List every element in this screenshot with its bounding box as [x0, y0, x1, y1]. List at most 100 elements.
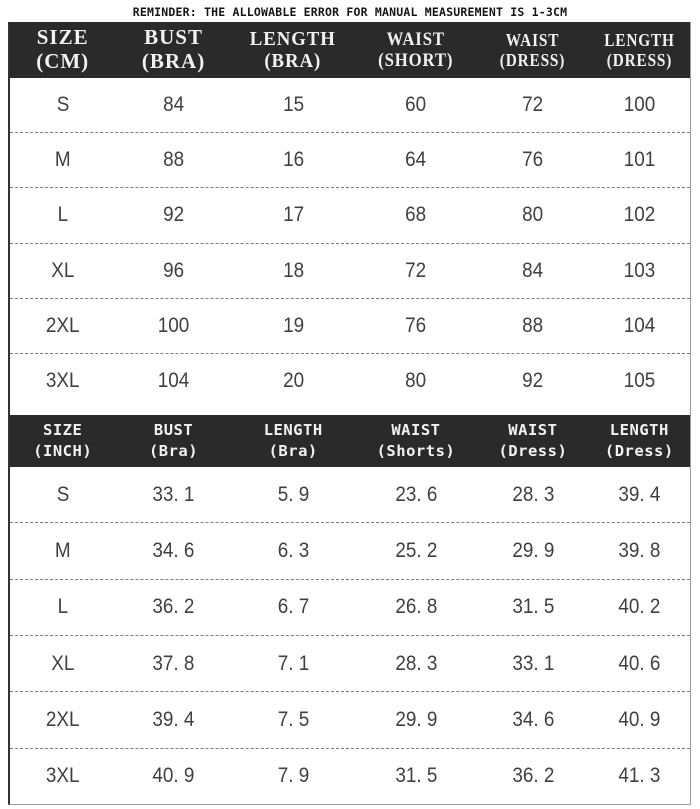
- table-row: S 84 15 60 72 100: [10, 78, 690, 132]
- value-cell: 33. 1: [511, 651, 554, 675]
- value-cell: 29. 9: [394, 707, 437, 731]
- value-cell: 80: [522, 203, 544, 227]
- size-label-cell: 3XL: [45, 369, 80, 393]
- value-cell: 101: [623, 148, 656, 172]
- table-header-cm: SIZE (CM) BUST (BRA) LENGTH (BRA) WAIST (SHORT)…: [10, 22, 690, 78]
- value-cell: 6. 3: [277, 539, 309, 563]
- value-cell: 15: [282, 93, 304, 117]
- table-row: S 33. 1 5. 9 23. 6 28. 3 39. 4: [10, 467, 690, 522]
- column-header-bust-cm: BUST (BRA): [141, 25, 206, 73]
- table-row: L 92 17 68 80 102: [10, 187, 690, 242]
- value-cell: 33. 1: [152, 482, 195, 506]
- table-header-inch: SIZE (INCH) BUST (Bra) LENGTH (Bra) WAIST (Shor…: [10, 415, 690, 468]
- value-cell: 40. 6: [618, 651, 661, 675]
- value-cell: 7. 5: [277, 707, 309, 731]
- value-cell: 92: [522, 369, 544, 393]
- size-label-cell: XL: [51, 651, 75, 675]
- value-cell: 76: [405, 313, 427, 337]
- table-row: XL 37. 8 7. 1 28. 3 33. 1 40. 6: [10, 635, 690, 691]
- value-cell: 100: [623, 93, 656, 117]
- value-cell: 29. 9: [511, 539, 554, 563]
- value-cell: 36. 2: [152, 595, 195, 619]
- value-cell: 80: [405, 369, 427, 393]
- column-header-waist-inch: WAIST (Dress): [498, 421, 568, 461]
- table-row: L 36. 2 6. 7 26. 8 31. 5 40. 2: [10, 578, 690, 635]
- size-label-cell: 2XL: [45, 707, 80, 731]
- value-cell: 100: [157, 313, 190, 337]
- value-cell: 31. 5: [394, 764, 437, 788]
- value-cell: 34. 6: [511, 707, 554, 731]
- column-header-waist-inch: WAIST (Shorts): [376, 421, 456, 461]
- column-header-length-cm: LENGTH (BRA): [250, 27, 337, 72]
- value-cell: 18: [282, 258, 304, 282]
- value-cell: 39. 8: [618, 539, 661, 563]
- value-cell: 102: [623, 203, 656, 227]
- value-cell: 28. 3: [394, 651, 437, 675]
- value-cell: 34. 6: [152, 539, 195, 563]
- value-cell: 20: [282, 369, 304, 393]
- value-cell: 60: [405, 93, 427, 117]
- table-row: XL 96 18 72 84 103: [10, 242, 690, 298]
- value-cell: 16: [282, 148, 304, 172]
- column-header-bust-inch: BUST (Bra): [148, 421, 199, 461]
- value-cell: 88: [163, 148, 185, 172]
- value-cell: 17: [282, 203, 304, 227]
- table-row: M 34. 6 6. 3 25. 2 29. 9 39. 8: [10, 522, 690, 578]
- column-header-size-cm: SIZE (CM): [36, 25, 90, 73]
- value-cell: 5. 9: [277, 482, 309, 506]
- value-cell: 28. 3: [511, 482, 554, 506]
- value-cell: 41. 3: [618, 764, 661, 788]
- table-row: M 88 16 64 76 101: [10, 132, 690, 187]
- size-table-inch: SIZE (INCH) BUST (Bra) LENGTH (Bra) WAIST (Shor…: [10, 415, 690, 804]
- size-label-cell: L: [57, 203, 68, 227]
- reminder-text: REMINDER: THE ALLOWABLE ERROR FOR MANUAL…: [132, 5, 568, 19]
- value-cell: 64: [405, 148, 427, 172]
- value-cell: 105: [623, 369, 656, 393]
- value-cell: 88: [522, 313, 544, 337]
- value-cell: 37. 8: [152, 651, 195, 675]
- column-header-length-cm: LENGTH (DRESS): [604, 29, 675, 70]
- value-cell: 40. 9: [618, 707, 661, 731]
- value-cell: 84: [522, 258, 544, 282]
- value-cell: 104: [157, 369, 190, 393]
- size-label-cell: 2XL: [45, 313, 80, 337]
- value-cell: 31. 5: [511, 595, 554, 619]
- value-cell: 104: [623, 313, 656, 337]
- value-cell: 84: [163, 93, 185, 117]
- value-cell: 19: [282, 313, 304, 337]
- table-row: 2XL 100 19 76 88 104: [10, 297, 690, 353]
- value-cell: 72: [522, 93, 544, 117]
- value-cell: 36. 2: [511, 764, 554, 788]
- column-header-waist-cm: WAIST (SHORT): [378, 28, 454, 71]
- size-label-cell: 3XL: [45, 764, 80, 788]
- value-cell: 39. 4: [618, 482, 661, 506]
- column-header-size-inch: SIZE (INCH): [33, 421, 93, 461]
- size-chart: SIZE (CM) BUST (BRA) LENGTH (BRA) WAIST (SHORT)…: [8, 22, 691, 805]
- table-body-cm: S 84 15 60 72 100 M 88 16 64 76 101 L 92 17 68 80 102 XL 96…: [10, 78, 690, 408]
- section-divider: [10, 408, 690, 416]
- value-cell: 76: [522, 148, 544, 172]
- table-row: 3XL 40. 9 7. 9 31. 5 36. 2 41. 3: [10, 747, 690, 804]
- column-header-length-inch: LENGTH (Dress): [604, 421, 674, 461]
- value-cell: 26. 8: [394, 595, 437, 619]
- value-cell: 92: [163, 203, 185, 227]
- value-cell: 68: [405, 203, 427, 227]
- size-label-cell: L: [57, 595, 68, 619]
- value-cell: 72: [405, 258, 427, 282]
- column-header-length-inch: LENGTH (Bra): [263, 421, 323, 461]
- value-cell: 23. 6: [394, 482, 437, 506]
- value-cell: 6. 7: [277, 595, 309, 619]
- size-label-cell: S: [56, 482, 70, 506]
- value-cell: 40. 2: [618, 595, 661, 619]
- table-body-inch: S 33. 1 5. 9 23. 6 28. 3 39. 4 M 34. 6 6. 3 25. 2…: [10, 467, 690, 804]
- size-label-cell: M: [54, 148, 71, 172]
- column-header-waist-cm: WAIST (DRESS): [500, 29, 566, 70]
- value-cell: 7. 1: [277, 651, 309, 675]
- table-row: 3XL 104 20 80 92 105: [10, 352, 690, 408]
- size-label-cell: S: [56, 93, 70, 117]
- value-cell: 39. 4: [152, 707, 195, 731]
- value-cell: 25. 2: [394, 539, 437, 563]
- value-cell: 40. 9: [152, 764, 195, 788]
- value-cell: 96: [163, 258, 185, 282]
- value-cell: 103: [623, 258, 656, 282]
